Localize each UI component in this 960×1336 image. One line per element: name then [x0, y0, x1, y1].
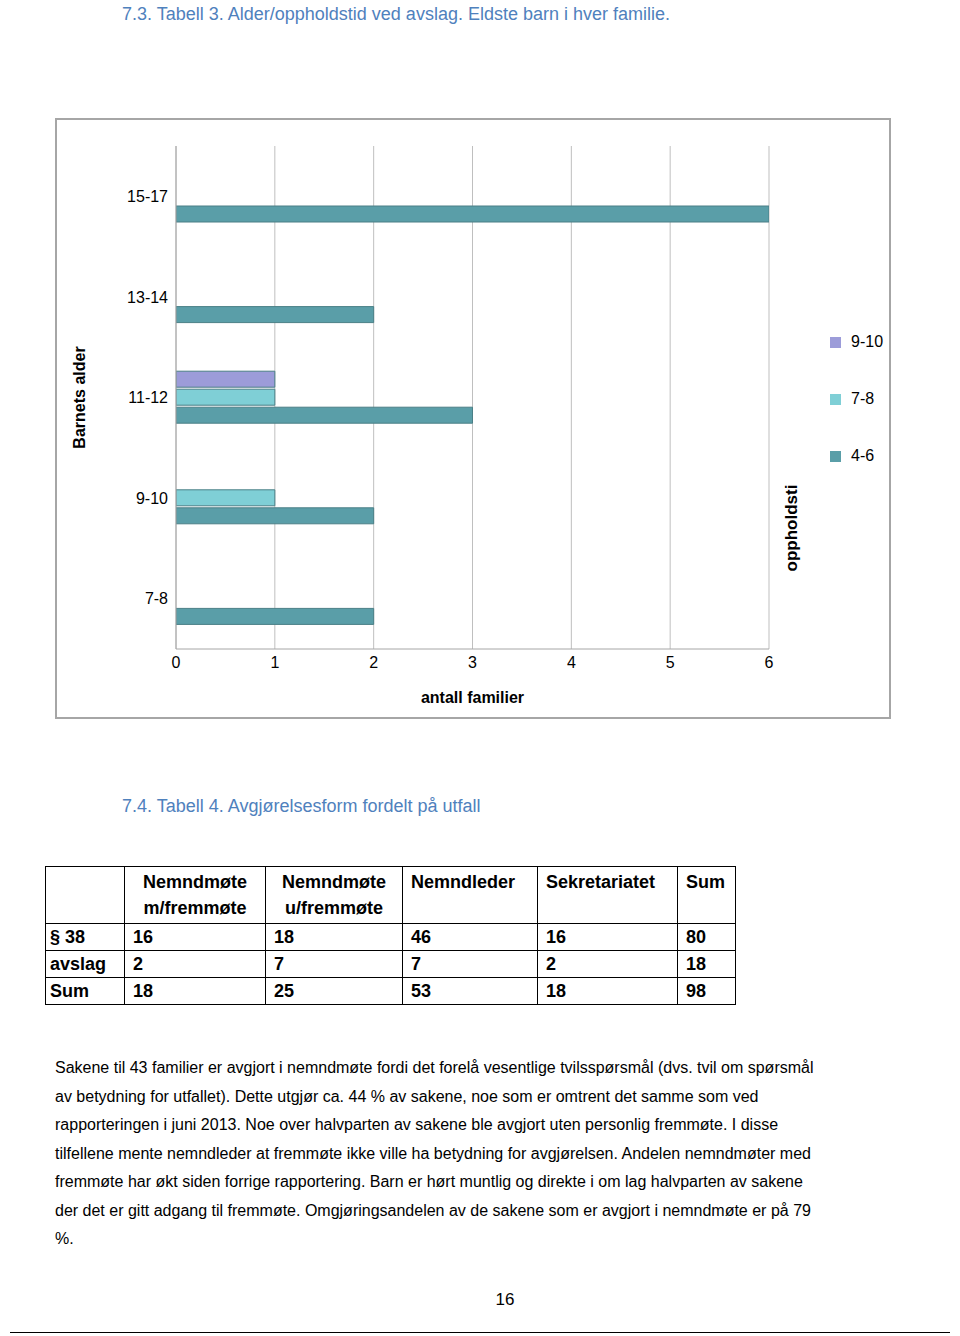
html-text:18: 18 — [274, 927, 294, 947]
html-text:2: 2 — [133, 954, 143, 974]
svg-text:antall familier: antall familier — [421, 689, 524, 706]
svg-text:2: 2 — [369, 654, 378, 671]
html-text:Sum: Sum — [686, 872, 725, 892]
html-text:Nemndmøte u/fremmøte: Nemndmøte u/fremmøte — [282, 872, 386, 918]
html-text:7.4. Tabell 4. Avgjørelsesform: 7.4. Tabell 4. Avgjørelsesform fordelt p… — [122, 796, 481, 816]
html-text:16: 16 — [133, 927, 153, 947]
html-text:7-8: 7-8 — [851, 390, 875, 407]
html-text:80: 80 — [686, 927, 706, 947]
html-text:18: 18 — [686, 954, 706, 974]
svg-text:Barnets alder: Barnets alder — [71, 346, 88, 448]
svg-text:9-10: 9-10 — [136, 490, 168, 507]
html-text:25: 25 — [274, 981, 294, 1001]
svg-text:7-8: 7-8 — [145, 590, 168, 607]
svg-text:4: 4 — [567, 654, 576, 671]
html-text:rapporteringen i juni 2013. No: rapporteringen i juni 2013. Noe over hal… — [55, 1116, 779, 1133]
html-text:98: 98 — [686, 981, 706, 1001]
svg-text:6: 6 — [765, 654, 774, 671]
html-text:Sekretariatet: Sekretariatet — [546, 872, 656, 892]
svg-text:0: 0 — [172, 654, 181, 671]
html-text:§ 38: § 38 — [50, 927, 85, 947]
svg-text:1: 1 — [270, 654, 279, 671]
html-text:18: 18 — [546, 981, 566, 1001]
html-text:18: 18 — [133, 981, 153, 1001]
html-text:Nemndmøte m/fremmøte: Nemndmøte m/fremmøte — [143, 872, 247, 918]
html-text:7: 7 — [411, 954, 421, 974]
html-text:Nemndleder: Nemndleder — [411, 872, 515, 892]
html-text:7.3. Tabell 3. Alder/oppholdst: 7.3. Tabell 3. Alder/oppholdstid ved avs… — [122, 4, 670, 24]
svg-text:13-14: 13-14 — [127, 289, 168, 306]
html-text:Sakene til 43 familier er avgj: Sakene til 43 familier er avgjort i nemn… — [55, 1059, 814, 1076]
html-text:53: 53 — [411, 981, 431, 1001]
html-text:der det er gitt adgang til fre: der det er gitt adgang til fremmøte. Omg… — [55, 1201, 811, 1219]
html-text:tilfellene mente nemndleder at: tilfellene mente nemndleder at fremmøte … — [55, 1144, 811, 1162]
html-text:16: 16 — [495, 1290, 515, 1309]
html-text:46: 46 — [411, 927, 431, 947]
html-text:av betydning for utfallet). De: av betydning for utfallet). Dette utgjør… — [55, 1087, 759, 1105]
svg-text:11-12: 11-12 — [128, 389, 168, 406]
html-text:7: 7 — [274, 954, 284, 974]
html-text:2: 2 — [546, 954, 556, 974]
html-text:4-6: 4-6 — [851, 447, 875, 464]
svg-text:5: 5 — [666, 654, 675, 671]
svg-text:3: 3 — [468, 654, 477, 671]
html-text:9-10: 9-10 — [851, 333, 883, 350]
html-text:oppholdsti: oppholdsti — [782, 484, 801, 572]
html-text:avslag: avslag — [50, 954, 106, 974]
html-text:Sum: Sum — [50, 981, 89, 1001]
svg-text:15-17: 15-17 — [127, 188, 168, 205]
html-text:16: 16 — [546, 927, 566, 947]
html-text:fremmøte har økt siden forrige: fremmøte har økt siden forrige rapporter… — [55, 1173, 803, 1190]
